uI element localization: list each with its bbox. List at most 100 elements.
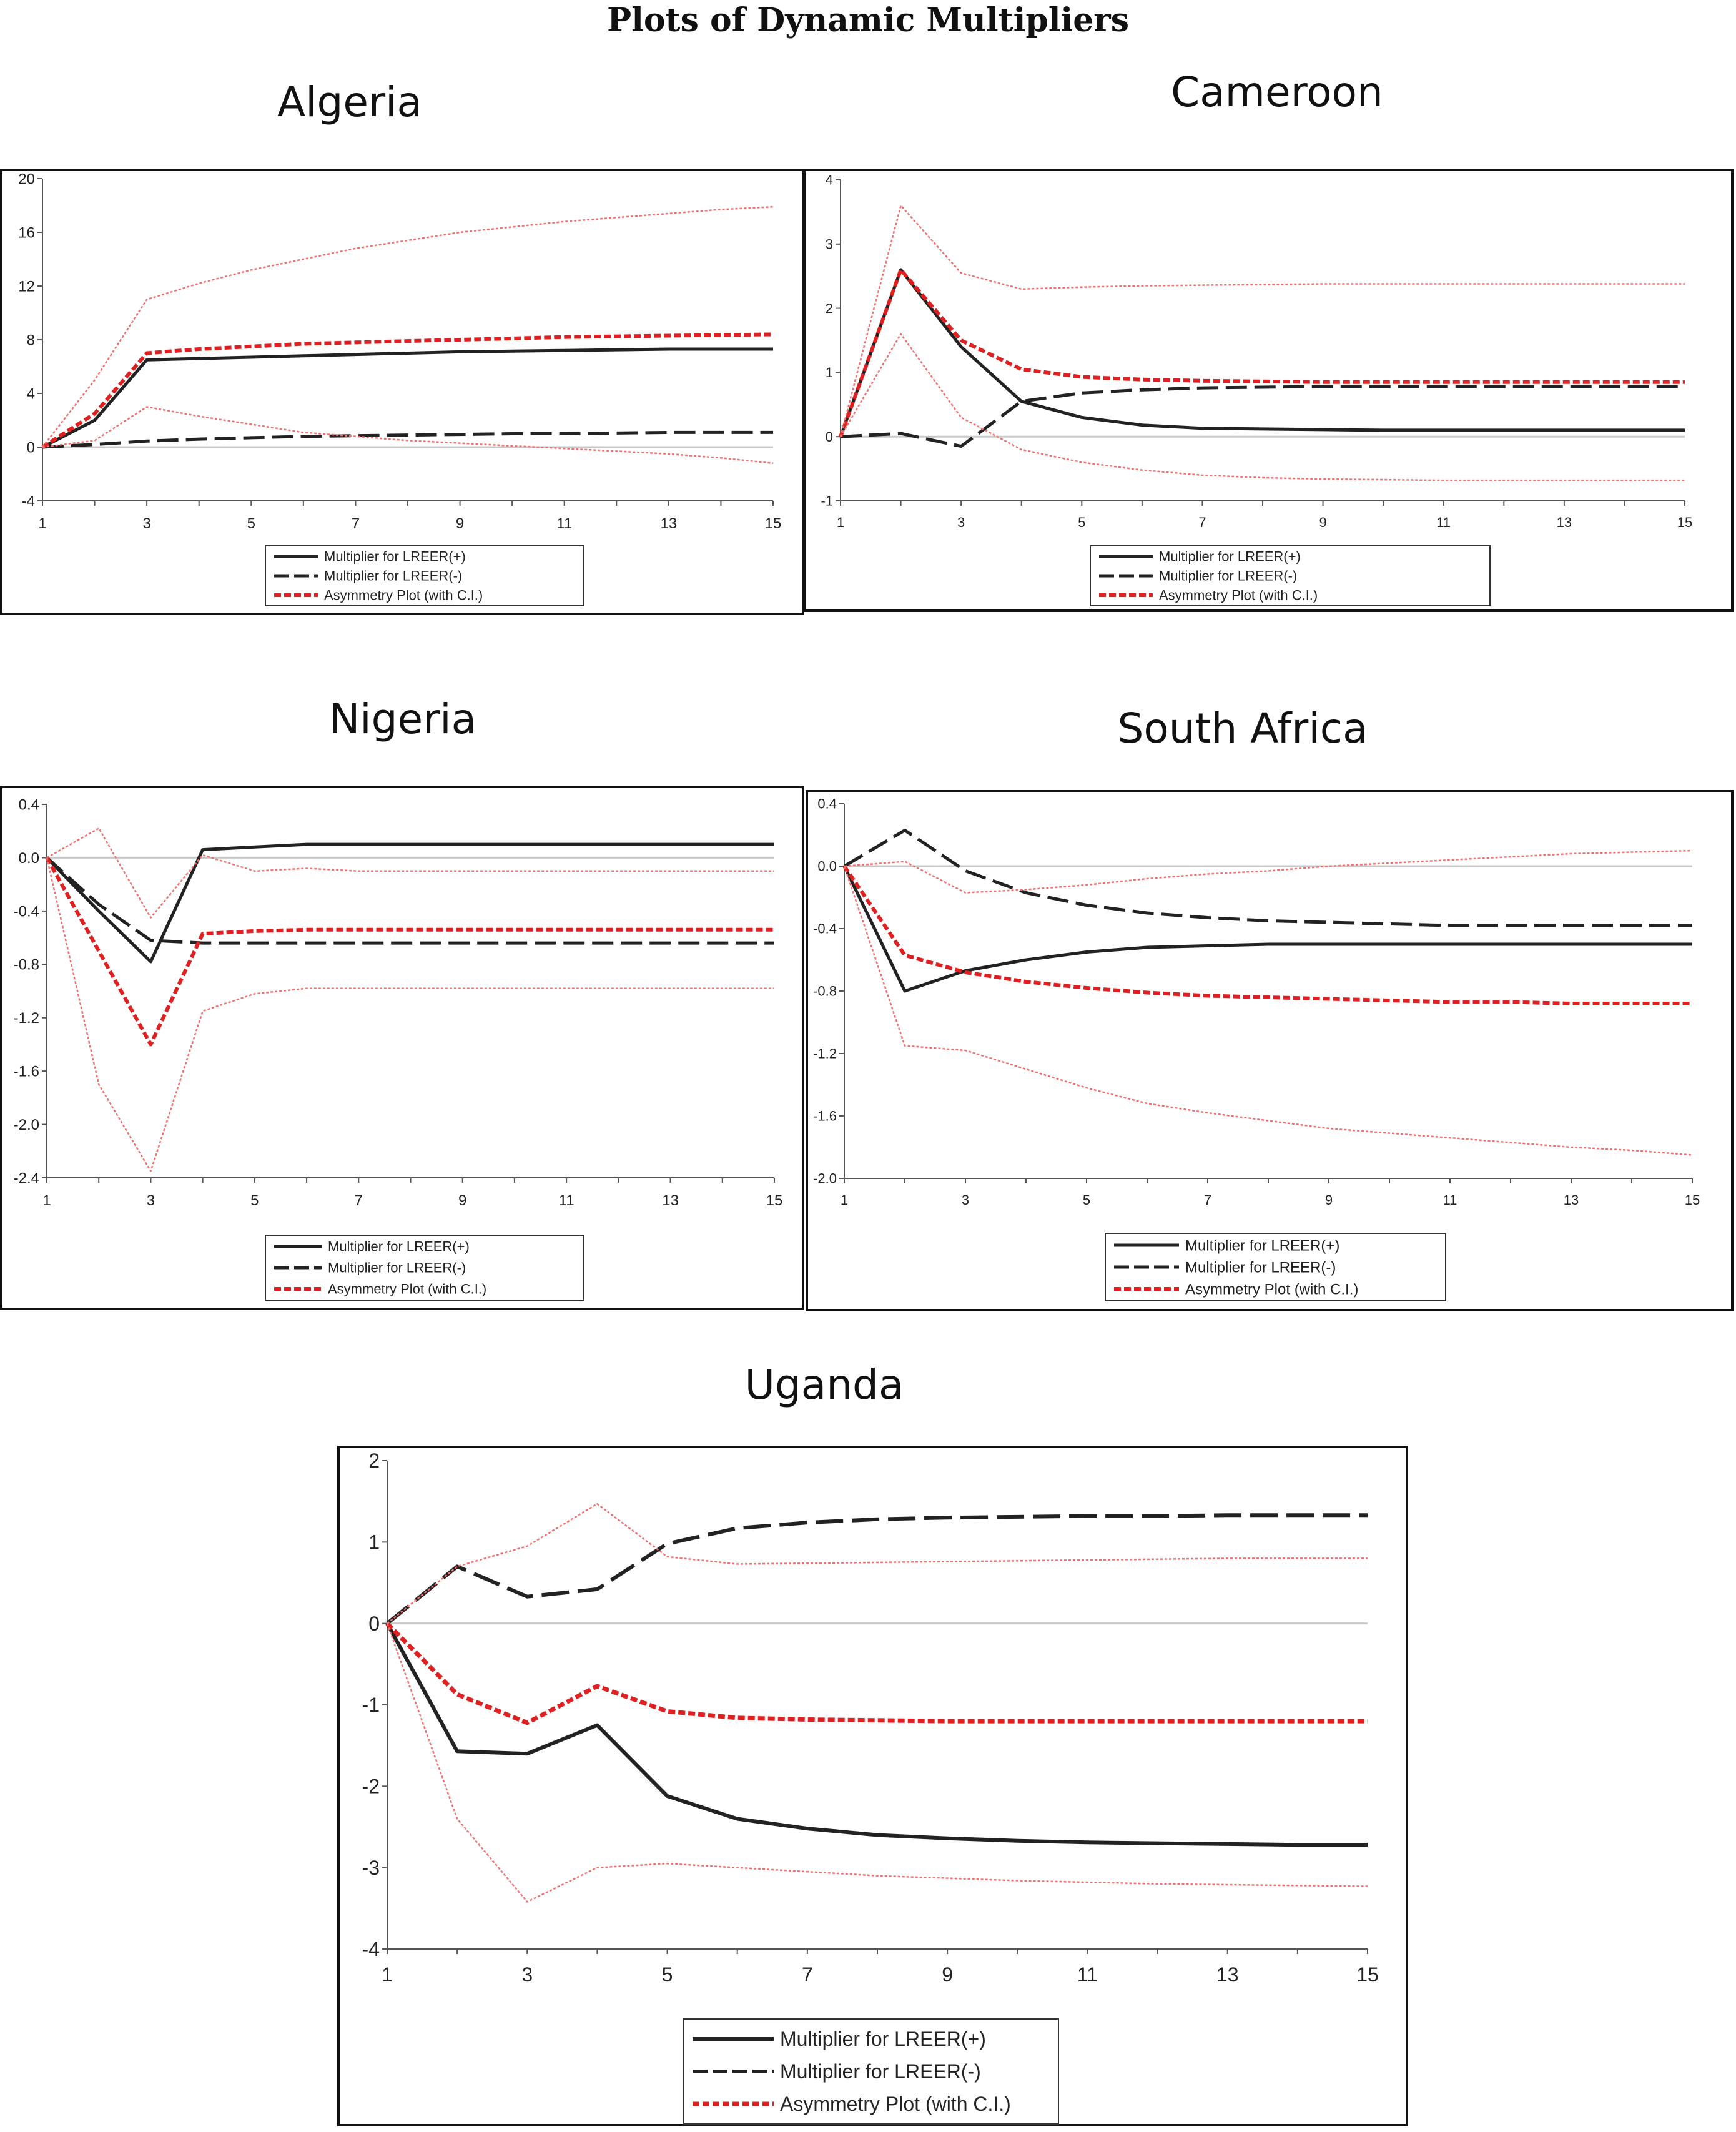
cameroon-upper-ci-band (839, 204, 1685, 437)
algeria-y-tick-label: 8 (27, 332, 35, 348)
south-africa-series-lreer-negative (843, 829, 1692, 927)
cameroon-y-tick-label: 2 (826, 300, 833, 316)
uganda-series-lreer-negative (386, 1513, 1368, 1626)
country-title-algeria: Algeria (277, 78, 422, 126)
south-africa-legend-label-negative: Multiplier for LREER(-) (1185, 1259, 1336, 1276)
algeria-x-tick-label: 7 (352, 515, 360, 532)
algeria-legend-label-asymmetry: Asymmetry Plot (with C.I.) (324, 588, 483, 603)
algeria-x-tick-label: 9 (456, 515, 464, 532)
south-africa-lower-ci-band (843, 866, 1693, 1156)
uganda-legend-label-positive: Multiplier for LREER(+) (780, 2028, 986, 2050)
nigeria-legend-label-positive: Multiplier for LREER(+) (328, 1239, 470, 1255)
cameroon-x-tick-label: 13 (1557, 515, 1572, 530)
algeria-x-tick-label: 1 (38, 515, 46, 532)
cameroon-x-tick-label: 1 (837, 515, 844, 530)
algeria-x-tick-label: 11 (556, 515, 572, 532)
cameroon-x-tick-label: 9 (1319, 515, 1326, 530)
nigeria-legend-label-asymmetry: Asymmetry Plot (with C.I.) (328, 1281, 486, 1297)
country-title-uganda: Uganda (744, 1361, 904, 1409)
uganda-x-tick-label: 3 (521, 1963, 533, 1986)
nigeria-x-tick-label: 3 (147, 1192, 155, 1209)
nigeria-x-tick-label: 13 (662, 1192, 679, 1209)
nigeria-frame (0, 786, 804, 1310)
algeria-frame (0, 169, 804, 615)
algeria-x-tick-label: 3 (142, 515, 150, 532)
south-africa-x-tick-label: 15 (1685, 1192, 1700, 1208)
cameroon-x-tick-label: 11 (1436, 515, 1451, 530)
algeria-y-tick-label: 4 (27, 385, 35, 402)
algeria-legend-label-negative: Multiplier for LREER(-) (324, 568, 462, 584)
algeria-y-tick-label: 16 (18, 224, 35, 241)
south-africa-x-tick-label: 5 (1083, 1192, 1090, 1208)
south-africa-series-asymmetry (842, 865, 1692, 1005)
cameroon-lower-ci-band (839, 333, 1685, 481)
uganda-x-tick-label: 15 (1356, 1963, 1379, 1986)
nigeria-legend-label-negative: Multiplier for LREER(-) (328, 1260, 466, 1276)
uganda-series-asymmetry (385, 1622, 1368, 1725)
algeria-legend-label-positive: Multiplier for LREER(+) (324, 549, 466, 565)
uganda-legend-label-negative: Multiplier for LREER(-) (780, 2060, 981, 2083)
algeria-y-tick-label: 12 (18, 278, 35, 295)
uganda-y-tick-label: 2 (368, 1449, 380, 1472)
cameroon-y-tick-label: 1 (826, 365, 833, 380)
nigeria-upper-ci-band (46, 827, 774, 919)
uganda-y-tick-label: -1 (362, 1694, 380, 1716)
uganda-x-tick-label: 1 (382, 1963, 393, 1986)
uganda-lower-ci-band (386, 1623, 1368, 1903)
uganda-y-tick-label: 1 (368, 1531, 380, 1554)
south-africa-series-lreer-positive (842, 865, 1692, 993)
south-africa-y-tick-label: -1.6 (813, 1108, 837, 1124)
nigeria-y-tick-label: -2.0 (14, 1117, 39, 1133)
nigeria-y-tick-label: 0.0 (19, 850, 39, 867)
south-africa-x-tick-label: 3 (962, 1192, 969, 1208)
nigeria-x-tick-label: 9 (458, 1192, 466, 1209)
uganda-x-tick-label: 7 (802, 1963, 813, 1986)
figure-title: Plots of Dynamic Multipliers (607, 1, 1129, 39)
cameroon-legend-label-negative: Multiplier for LREER(-) (1159, 568, 1297, 584)
algeria-y-tick-label: 0 (27, 439, 35, 456)
uganda-upper-ci-band (387, 1503, 1368, 1624)
cameroon-y-tick-label: 4 (826, 172, 833, 188)
nigeria-y-tick-label: -0.4 (14, 903, 39, 920)
south-africa-upper-ci-band (844, 849, 1693, 894)
algeria-legend (265, 545, 584, 606)
algeria-y-tick-label: -4 (22, 493, 35, 510)
nigeria-chart-panel: -2.4-2.0-1.6-1.2-0.8-0.40.00.41 3 5 7 9 11 13 1… (0, 786, 804, 1310)
south-africa-x-tick-label: 9 (1325, 1192, 1333, 1208)
algeria-series-lreer-positive (41, 347, 773, 449)
uganda-legend-label-asymmetry: Asymmetry Plot (with C.I.) (780, 2093, 1011, 2115)
cameroon-y-tick-label: 3 (826, 237, 833, 252)
nigeria-x-tick-label: 15 (766, 1192, 783, 1209)
nigeria-series-lreer-positive (46, 842, 774, 964)
south-africa-legend-label-positive: Multiplier for LREER(+) (1185, 1237, 1339, 1254)
uganda-x-tick-label: 11 (1077, 1963, 1098, 1986)
cameroon-legend (1090, 545, 1491, 606)
south-africa-y-tick-label: 0.4 (817, 796, 837, 812)
nigeria-x-tick-label: 1 (42, 1192, 51, 1209)
south-africa-x-tick-label: 1 (841, 1192, 848, 1208)
cameroon-x-tick-label: 7 (1198, 515, 1206, 530)
nigeria-series-lreer-negative (46, 856, 774, 945)
nigeria-y-tick-label: -1.2 (14, 1010, 39, 1027)
nigeria-y-tick-label: -2.4 (14, 1170, 39, 1187)
nigeria-y-tick-label: 0.4 (19, 796, 39, 813)
uganda-x-tick-label: 13 (1216, 1963, 1239, 1986)
uganda-frame (337, 1446, 1408, 2126)
nigeria-y-tick-label: -1.6 (14, 1064, 39, 1080)
uganda-x-tick-label: 5 (662, 1963, 673, 1986)
nigeria-lower-ci-band (46, 857, 774, 1172)
cameroon-frame (803, 169, 1734, 612)
algeria-series-asymmetry (41, 332, 774, 449)
nigeria-y-tick-label: -0.8 (14, 957, 39, 974)
south-africa-legend-label-asymmetry: Asymmetry Plot (with C.I.) (1185, 1281, 1358, 1298)
uganda-y-tick-label: -2 (362, 1775, 380, 1798)
nigeria-x-tick-label: 11 (559, 1192, 575, 1209)
nigeria-series-asymmetry (45, 856, 774, 1047)
algeria-x-tick-label: 5 (247, 515, 255, 532)
cameroon-series-asymmetry (839, 267, 1685, 438)
country-title-cameroon: Cameroon (1171, 68, 1383, 116)
cameroon-y-tick-label: 0 (826, 429, 833, 445)
